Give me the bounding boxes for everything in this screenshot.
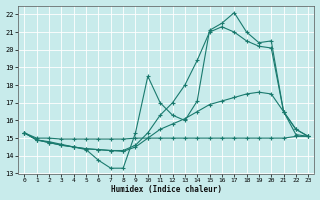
X-axis label: Humidex (Indice chaleur): Humidex (Indice chaleur) <box>111 185 222 194</box>
